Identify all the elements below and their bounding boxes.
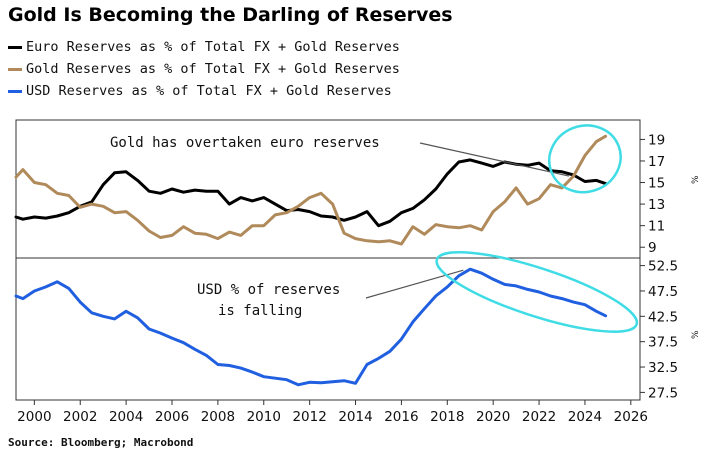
x-axis: 2000 2002 2004 2006 2008 2010 2012 2014 2016 2018…: [17, 400, 648, 425]
highlight-ellipse-usd: [435, 251, 639, 333]
annotation-leader-top: [419, 142, 570, 177]
x-tick-label: 2004: [109, 409, 143, 425]
x-tick-label: 2002: [63, 409, 97, 425]
legend-label-euro: Euro Reserves as % of Total FX + Gold Re…: [26, 39, 400, 55]
x-tick-label: 2024: [568, 409, 602, 425]
y-tick-label-top: 9: [648, 240, 657, 256]
x-tick-label: 2018: [430, 409, 464, 425]
y-tick-label-bottom: 47.5: [648, 284, 678, 300]
y-tick-label-top: 17: [648, 154, 665, 170]
y-tick-label-top: 19: [648, 132, 665, 148]
y-tick-label-bottom: 27.5: [648, 385, 678, 401]
legend-swatch-gold: [8, 67, 22, 71]
y-tick-label-top: 15: [648, 176, 665, 192]
panel-bottom: 27.5 32.5 37.5 42.5 47.5 52.5%: [14, 257, 701, 401]
legend-item-gold: Gold Reserves as % of Total FX + Gold Re…: [8, 58, 400, 80]
legend-label-usd: USD Reserves as % of Total FX + Gold Res…: [26, 83, 392, 99]
series-line-gold: [14, 134, 608, 246]
y-tick-label-bottom: 32.5: [648, 360, 678, 376]
x-tick-label: 2020: [476, 409, 510, 425]
y-tick-label-bottom: 37.5: [648, 335, 678, 351]
legend: Euro Reserves as % of Total FX + Gold Re…: [8, 36, 400, 102]
x-tick-label: 2010: [247, 409, 281, 425]
y-unit-label-top: %: [691, 175, 701, 184]
highlight-ellipse-gold: [548, 124, 622, 194]
x-tick-label: 2006: [155, 409, 189, 425]
legend-label-gold: Gold Reserves as % of Total FX + Gold Re…: [26, 61, 400, 77]
annotation-usd-falling-line1: USD % of reserves: [197, 282, 340, 298]
annotations: Gold has overtaken euro reserves USD % of…: [110, 124, 639, 333]
x-tick-label: 2014: [338, 409, 372, 425]
series-line-usd: [14, 267, 608, 387]
x-tick-label: 2016: [384, 409, 418, 425]
y-tick-label-top: 11: [648, 219, 665, 235]
x-tick-label: 2008: [201, 409, 235, 425]
x-tick-label: 2012: [292, 409, 326, 425]
x-tick-label: 2022: [522, 409, 556, 425]
annotation-usd-falling-line2: is falling: [218, 303, 302, 319]
y-tick-label-bottom: 42.5: [648, 309, 678, 325]
x-tick-label: 2026: [614, 409, 648, 425]
legend-swatch-euro: [8, 45, 22, 49]
series-line-euro: [14, 158, 608, 228]
annotation-gold-overtaken: Gold has overtaken euro reserves: [110, 135, 380, 151]
source-note: Source: Bloomberg; Macrobond: [8, 436, 194, 449]
y-tick-label-bottom: 52.5: [648, 259, 678, 275]
chart-title: Gold Is Becoming the Darling of Reserves: [8, 4, 453, 26]
legend-swatch-usd: [8, 89, 22, 93]
y-unit-label-bottom: %: [691, 330, 701, 339]
legend-item-euro: Euro Reserves as % of Total FX + Gold Re…: [8, 36, 400, 58]
legend-item-usd: USD Reserves as % of Total FX + Gold Res…: [8, 80, 400, 102]
panel-frame-bottom: [15, 257, 641, 401]
y-tick-label-top: 13: [648, 197, 665, 213]
x-tick-label: 2000: [17, 409, 51, 425]
